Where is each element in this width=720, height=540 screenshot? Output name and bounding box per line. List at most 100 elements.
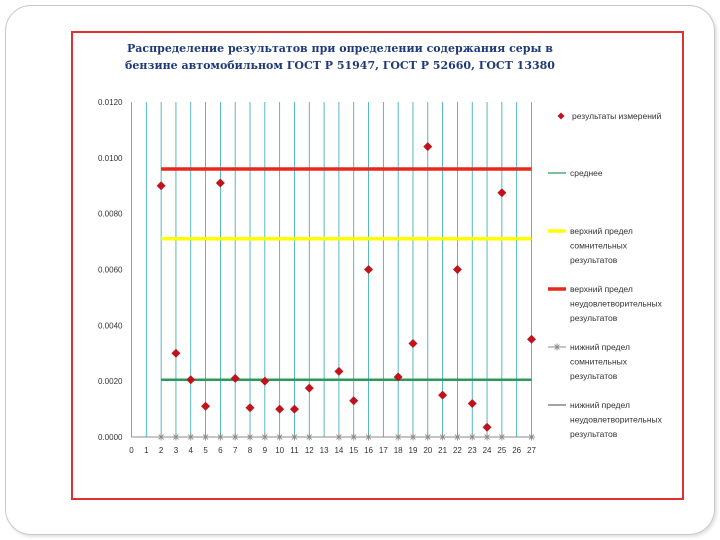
x-tick-label: 26 xyxy=(512,446,521,455)
legend-marker-results xyxy=(557,112,565,120)
lower-limit-marker xyxy=(394,433,402,441)
y-tick-label: 0.0020 xyxy=(98,377,123,386)
lower-limit-marker xyxy=(350,433,358,441)
lower-limit-marker xyxy=(483,433,491,441)
data-point xyxy=(408,338,418,348)
x-tick-label: 7 xyxy=(233,446,238,455)
data-point xyxy=(275,404,285,414)
x-tick-label: 9 xyxy=(263,446,268,455)
data-point xyxy=(452,265,462,274)
y-tick-label: 0.0100 xyxy=(98,154,123,163)
legend-label-lower-doubtful: нижний предел сомнительных результатов xyxy=(570,342,630,381)
x-tick-label: 20 xyxy=(423,446,432,455)
x-tick-label: 10 xyxy=(275,446,284,455)
data-point xyxy=(349,396,359,406)
legend-label-upper-doubtful: верхний предел сомнительных результатов xyxy=(570,226,633,265)
lower-limit-marker xyxy=(305,433,313,441)
lower-limit-marker xyxy=(498,433,506,441)
data-point xyxy=(245,403,255,413)
x-tick-label: 16 xyxy=(364,446,373,455)
lower-limit-marker xyxy=(424,433,432,441)
x-tick-label: 19 xyxy=(409,446,418,455)
lower-limit-marker xyxy=(439,433,447,441)
legend-label-line: результатов xyxy=(570,371,618,381)
x-tick-label: 1 xyxy=(144,446,149,455)
lower-limit-marker xyxy=(172,433,180,441)
legend-label-line: результатов xyxy=(570,313,618,323)
x-tick-label: 5 xyxy=(203,446,208,455)
lower-limit-marker xyxy=(468,433,476,441)
data-point xyxy=(215,178,225,188)
lower-limit-marker xyxy=(157,433,165,441)
y-tick-label: 0.0000 xyxy=(98,433,123,442)
legend-label-lower-unsatisfactory: нижний предел неудовлетворительных результ… xyxy=(570,400,663,439)
data-point xyxy=(186,375,196,385)
data-point xyxy=(364,265,374,274)
legend-label-line: верхний предел xyxy=(570,284,633,294)
lower-limit-marker xyxy=(187,433,195,441)
lower-limit-marker xyxy=(216,433,224,441)
x-tick-label: 11 xyxy=(290,446,299,455)
x-tick-label: 6 xyxy=(218,446,223,455)
legend-label-mean: среднее xyxy=(570,168,603,178)
lower-limit-marker xyxy=(365,433,373,441)
chart-frame xyxy=(71,31,684,500)
legend-label-line: результатов xyxy=(570,255,618,265)
legend-label-line: неудовлетворительных xyxy=(570,415,663,425)
data-point xyxy=(482,422,492,432)
x-tick-label: 25 xyxy=(497,446,506,455)
lower-limit-marker xyxy=(246,433,254,441)
data-point xyxy=(497,188,507,198)
lower-limit-marker xyxy=(409,433,417,441)
legend-label-upper-unsatisfactory: верхний предел неудовлетворительных резуль… xyxy=(570,284,663,323)
legend-label-line: сомнительных xyxy=(570,241,628,251)
x-tick-label: 21 xyxy=(438,446,447,455)
y-tick-label: 0.0060 xyxy=(98,266,123,275)
x-tick-label: 8 xyxy=(248,446,253,455)
lower-limit-marker xyxy=(202,433,210,441)
legend-marker-lower-doubtful xyxy=(553,343,561,351)
data-point xyxy=(304,383,314,393)
lower-limit-marker xyxy=(335,433,343,441)
chart-title-line-2: бензине автомобильном ГОСТ Р 51947, ГОСТ… xyxy=(125,59,555,72)
x-tick-label: 18 xyxy=(394,446,403,455)
legend-label-line: нижний предел xyxy=(570,400,630,410)
lower-limit-marker xyxy=(453,433,461,441)
data-point xyxy=(260,376,270,386)
data-point xyxy=(334,366,344,376)
x-tick-label: 12 xyxy=(305,446,314,455)
chart-title: Распределение результатов при определени… xyxy=(70,40,610,74)
data-point xyxy=(467,399,477,408)
lower-limit-marker xyxy=(261,433,269,441)
data-point xyxy=(171,348,181,358)
legend-label-line: верхний предел xyxy=(570,226,633,236)
x-tick-label: 2 xyxy=(159,446,164,455)
y-tick-label: 0.0120 xyxy=(98,98,123,107)
x-tick-label: 27 xyxy=(527,446,536,455)
x-tick-label: 22 xyxy=(453,446,462,455)
legend-label-line: неудовлетворительных xyxy=(570,299,663,309)
x-tick-label: 0 xyxy=(129,446,134,455)
x-tick-label: 15 xyxy=(349,446,358,455)
y-tick-label: 0.0040 xyxy=(98,321,123,330)
data-point xyxy=(423,142,433,152)
legend-label-line: нижний предел xyxy=(570,342,630,352)
lower-limit-marker xyxy=(528,433,535,441)
x-tick-label: 3 xyxy=(174,446,179,455)
data-point xyxy=(438,390,448,400)
data-point xyxy=(156,181,166,191)
lower-limit-marker xyxy=(290,433,298,441)
x-tick-label: 17 xyxy=(379,446,388,455)
x-tick-label: 23 xyxy=(468,446,477,455)
x-tick-label: 13 xyxy=(320,446,329,455)
x-tick-label: 14 xyxy=(334,446,343,455)
lower-limit-marker xyxy=(231,433,239,441)
legend-label-results: результаты измерений xyxy=(572,111,662,121)
legend-label-line: сомнительных xyxy=(570,357,628,367)
data-point xyxy=(230,373,240,383)
data-point xyxy=(527,334,536,344)
y-tick-label: 0.0080 xyxy=(98,210,123,219)
data-point xyxy=(393,372,403,382)
x-tick-label: 24 xyxy=(483,446,492,455)
